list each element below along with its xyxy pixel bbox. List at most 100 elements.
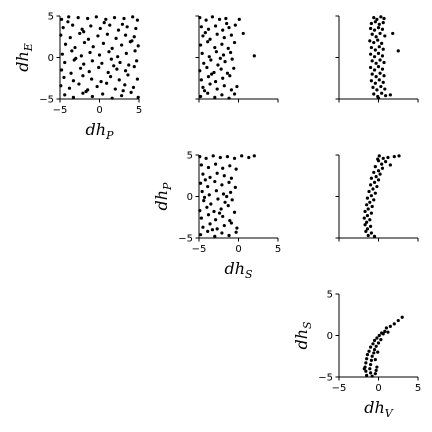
scatter-point: [229, 176, 233, 180]
scatter-point: [229, 221, 233, 225]
scatter-point: [252, 54, 256, 58]
y-tick-label: 0: [327, 331, 333, 342]
scatter-point: [371, 85, 375, 89]
scatter-point: [220, 42, 224, 46]
scatter-point: [225, 21, 229, 26]
scatter-point: [376, 178, 381, 182]
scatter-point: [386, 330, 390, 334]
scatter-point: [384, 326, 388, 330]
scatter-point: [376, 65, 381, 69]
scatter-point: [96, 34, 100, 38]
scatter-point: [369, 45, 373, 50]
scatter-point: [382, 60, 386, 65]
scatter-point: [121, 89, 125, 93]
scatter-point: [212, 209, 216, 214]
scatter-point: [377, 78, 381, 82]
scatter-point: [123, 83, 127, 87]
scatter-point: [370, 354, 374, 358]
scatter-point: [373, 191, 377, 195]
scatter-point: [388, 324, 392, 328]
scatter-point: [198, 233, 203, 237]
scatter-point: [397, 154, 401, 158]
scatter-point: [69, 71, 73, 75]
scatter-point: [105, 81, 109, 85]
scatter-point: [112, 16, 117, 20]
scatter-point: [369, 194, 373, 198]
x-tick-label: 0: [96, 105, 102, 116]
scatter-point: [372, 68, 377, 72]
scatter-point: [100, 61, 104, 65]
scatter-point: [369, 176, 373, 180]
scatter-point: [369, 183, 373, 187]
scatter-point: [372, 348, 377, 352]
scatter-point: [120, 43, 124, 47]
scatter-point: [215, 32, 219, 36]
scatter-point: [133, 49, 137, 53]
scatter-point: [368, 218, 372, 222]
scatter-point: [206, 184, 210, 189]
scatter-point: [363, 223, 367, 227]
scatter-point: [221, 166, 225, 170]
scatter-point: [208, 82, 212, 86]
scatter-point: [365, 196, 370, 200]
scatter-point: [125, 25, 129, 29]
scatter-panel-r1-c2: [335, 154, 419, 242]
scatter-point: [370, 72, 374, 76]
scatter-point: [202, 89, 207, 93]
scatter-point: [227, 180, 231, 184]
scatter-point: [208, 222, 212, 226]
x-tick-label: 5: [415, 383, 421, 394]
scatter-point: [235, 84, 239, 89]
scatter-point: [376, 350, 380, 354]
scatter-point: [374, 174, 378, 179]
scatter-point: [98, 26, 102, 31]
scatter-point: [380, 27, 385, 31]
scatter-point: [208, 37, 212, 41]
scatter-point: [71, 79, 76, 83]
scatter-point: [201, 225, 205, 229]
scatter-point: [368, 200, 372, 204]
scatter-point: [132, 65, 136, 69]
scatter-point: [206, 27, 211, 31]
scatter-point: [219, 67, 223, 71]
scatter-point: [380, 91, 384, 95]
scatter-point: [208, 175, 212, 180]
scatter-point: [371, 342, 375, 346]
scatter-point: [232, 156, 237, 160]
scatter-point: [365, 203, 369, 207]
scatter-point: [67, 15, 71, 19]
x-axis-label-subscript: V: [385, 407, 394, 420]
scatter-point: [378, 172, 382, 176]
scatter-point: [223, 60, 227, 64]
scatter-point: [229, 190, 233, 194]
scatter-point: [129, 90, 133, 94]
scatter-point: [377, 333, 381, 338]
scatter-point: [207, 55, 211, 59]
scatter-point: [201, 172, 205, 176]
y-axis-label: dhE: [13, 43, 35, 72]
scatter-point: [88, 50, 92, 55]
y-axis-label-subscript: P: [161, 182, 174, 191]
scatter-point: [198, 94, 203, 99]
scatter-point: [204, 18, 208, 22]
scatter-point: [66, 20, 70, 24]
scatter-point: [373, 357, 377, 362]
scatter-point: [124, 51, 128, 55]
scatter-point: [374, 61, 378, 65]
scatter-point: [86, 16, 90, 21]
scatter-point: [372, 198, 376, 202]
scatter-point: [377, 22, 381, 26]
scatter-point: [108, 74, 113, 79]
scatter-point: [370, 59, 374, 63]
scatter-point: [232, 210, 237, 214]
scatter-point: [376, 169, 381, 173]
scatter-point: [373, 20, 377, 24]
scatter-point: [381, 21, 385, 25]
scatter-point: [206, 213, 211, 217]
scatter-point: [233, 23, 237, 27]
scatter-point: [241, 31, 245, 36]
scatter-point: [81, 74, 85, 78]
scatter-point: [229, 50, 233, 55]
scatter-point: [105, 32, 109, 36]
scatter-point: [225, 155, 230, 159]
